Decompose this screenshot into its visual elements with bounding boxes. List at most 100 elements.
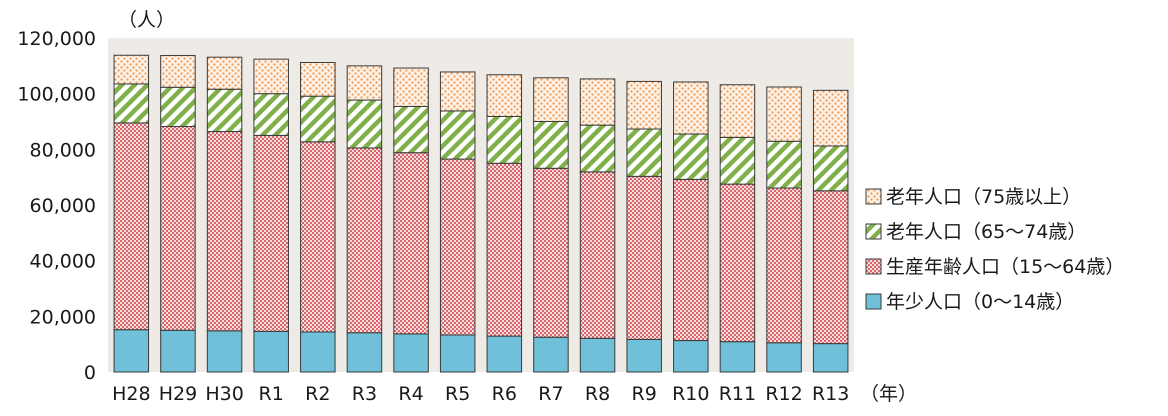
- bar-segment-elderly-75-plus: [300, 61, 336, 97]
- bar-stack: [673, 81, 709, 373]
- bar-segment-elderly-75-plus: [812, 89, 849, 147]
- legend-label: 生産年齢人口（15～64歳）: [886, 256, 1124, 278]
- bar-segment-elderly-75-plus: [393, 67, 429, 107]
- bar-segment-working-age: [300, 141, 336, 333]
- x-tick-label: R3: [352, 383, 377, 405]
- x-tick-label: R11: [719, 383, 756, 405]
- x-tick-label: R10: [672, 383, 709, 405]
- bar-segment-working-age: [812, 190, 849, 345]
- x-tick-label: R5: [445, 383, 470, 405]
- legend-label: 老年人口（65～74歳）: [886, 221, 1086, 243]
- y-tick-label: 0: [84, 362, 96, 384]
- bar-segment-elderly-75-plus: [766, 86, 802, 142]
- bar-segment-elderly-75-plus: [439, 71, 476, 112]
- x-axis: H28 H29 H30 R1 R2 R3 R4 R5 R6 R7 R8 R9 R10 R11 R12 R13: [112, 383, 849, 405]
- y-tick-label: 80,000: [30, 139, 96, 161]
- bar-segment-elderly-65-74: [486, 115, 523, 164]
- bar-segment-young: [533, 336, 569, 373]
- bar-segment-working-age: [160, 126, 196, 331]
- bar-segment-elderly-65-74: [393, 105, 429, 154]
- x-tick-label: R9: [632, 383, 657, 405]
- bar-stack: [719, 84, 756, 373]
- bar-stack: [206, 56, 243, 373]
- bar-stack: [626, 80, 662, 373]
- legend-entry: 老年人口（75歳以上）: [865, 186, 1081, 208]
- y-axis-unit-label: （人）: [118, 9, 175, 31]
- bar-segment-elderly-75-plus: [113, 54, 150, 85]
- bar-segment-elderly-65-74: [160, 86, 196, 128]
- legend-entry: 老年人口（65～74歳）: [865, 221, 1086, 243]
- bars: [113, 54, 849, 373]
- legend-swatch: [865, 188, 882, 205]
- bar-segment-elderly-65-74: [253, 93, 289, 136]
- y-tick-label: 40,000: [30, 251, 96, 273]
- bar-segment-elderly-75-plus: [579, 78, 616, 126]
- y-axis: 0 20,000 40,000 60,000 80,000 100,000 120,000: [17, 28, 96, 384]
- bar-stack: [113, 54, 150, 373]
- y-tick-label: 100,000: [17, 84, 96, 106]
- x-axis-unit-label: （年）: [860, 383, 917, 405]
- x-tick-label: H29: [159, 383, 197, 405]
- bar-segment-elderly-75-plus: [626, 80, 662, 130]
- bar-segment-elderly-65-74: [673, 133, 709, 180]
- bar-segment-elderly-65-74: [533, 121, 569, 169]
- bar-segment-young: [253, 330, 289, 373]
- bar-stack: [300, 61, 336, 373]
- bar-segment-young: [579, 337, 616, 373]
- bar-segment-elderly-75-plus: [486, 74, 523, 117]
- bar-segment-elderly-65-74: [300, 95, 336, 143]
- bar-segment-elderly-75-plus: [253, 58, 289, 95]
- bar-segment-young: [113, 329, 150, 373]
- x-tick-label: R6: [492, 383, 517, 405]
- x-tick-label: R13: [812, 383, 849, 405]
- bar-segment-working-age: [253, 134, 289, 332]
- bar-segment-elderly-65-74: [346, 99, 383, 149]
- bar-segment-young: [766, 342, 802, 373]
- legend-swatch: [865, 258, 882, 275]
- bar-segment-working-age: [719, 183, 756, 343]
- x-tick-label: R8: [585, 383, 610, 405]
- x-tick-label: R7: [538, 383, 563, 405]
- bar-segment-elderly-65-74: [812, 145, 849, 192]
- bar-segment-working-age: [346, 147, 383, 334]
- bar-stack: [346, 65, 383, 373]
- bar-segment-young: [486, 335, 523, 373]
- bar-segment-elderly-75-plus: [673, 81, 709, 135]
- x-tick-label: H28: [112, 383, 150, 405]
- bar-segment-young: [346, 332, 383, 373]
- bar-stack: [812, 89, 849, 373]
- y-tick-label: 60,000: [30, 195, 96, 217]
- x-tick-label: R4: [398, 383, 423, 405]
- bar-segment-elderly-65-74: [626, 128, 662, 177]
- legend-entry: 生産年齢人口（15～64歳）: [865, 256, 1124, 278]
- bar-segment-young: [626, 338, 662, 373]
- bar-segment-working-age: [626, 175, 662, 340]
- bar-segment-young: [160, 329, 196, 373]
- bar-segment-young: [812, 343, 849, 373]
- bar-stack: [160, 55, 196, 373]
- legend: 老年人口（75歳以上） 老年人口（65～74歳） 生産年齢人口（15～64歳） 年少人…: [865, 186, 1124, 313]
- bar-segment-elderly-75-plus: [160, 55, 196, 88]
- x-tick-label: H30: [205, 383, 243, 405]
- bar-stack: [439, 71, 476, 373]
- bar-segment-elderly-75-plus: [719, 84, 756, 138]
- legend-label: 老年人口（75歳以上）: [886, 186, 1081, 208]
- bar-segment-elderly-75-plus: [346, 65, 383, 101]
- bar-segment-elderly-75-plus: [206, 56, 243, 90]
- bar-stack: [579, 78, 616, 373]
- legend-entry: 年少人口（0～14歳）: [865, 291, 1074, 313]
- bar-segment-elderly-65-74: [766, 140, 802, 189]
- bar-segment-working-age: [393, 152, 429, 335]
- bar-segment-elderly-65-74: [439, 110, 476, 160]
- bar-segment-working-age: [113, 122, 150, 331]
- bar-stack: [486, 74, 523, 373]
- bar-segment-working-age: [206, 131, 243, 332]
- bar-segment-young: [719, 341, 756, 373]
- bar-segment-elderly-65-74: [579, 124, 616, 173]
- bar-segment-working-age: [766, 187, 802, 344]
- bar-segment-working-age: [486, 162, 523, 337]
- bar-stack: [253, 58, 289, 373]
- x-tick-label: R12: [765, 383, 802, 405]
